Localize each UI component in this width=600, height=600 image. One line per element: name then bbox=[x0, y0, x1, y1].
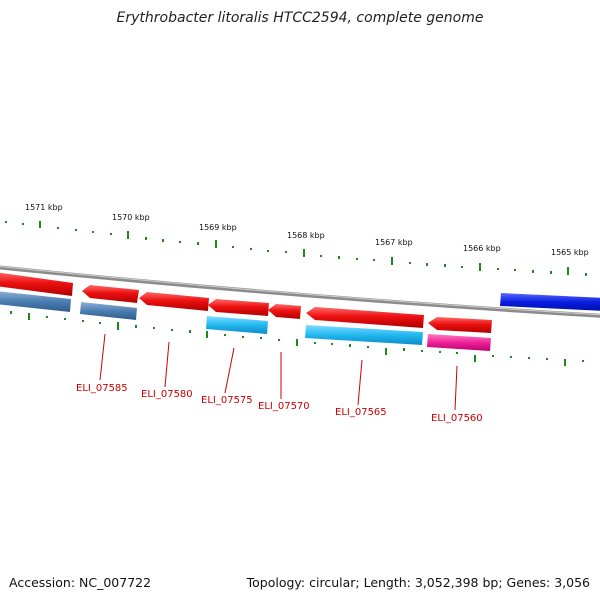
scale-label-1570: 1570 kbp bbox=[112, 213, 150, 222]
gene-label-leaders bbox=[99, 333, 458, 411]
reverse-genes bbox=[0, 291, 491, 351]
gene-label-eli-07585[interactable]: ELI_07585 bbox=[76, 383, 128, 394]
inner-scale-ticks bbox=[10, 311, 584, 366]
gene-block[interactable] bbox=[427, 334, 491, 351]
forward-genes bbox=[0, 272, 600, 333]
gene-block[interactable] bbox=[305, 325, 423, 345]
genome-backbone-highlight bbox=[0, 266, 600, 316]
gene-arrow-highlight[interactable] bbox=[500, 293, 600, 311]
scale-label-1567: 1567 kbp bbox=[375, 238, 413, 247]
genome-backbone bbox=[0, 265, 600, 318]
outer-scale-ticks bbox=[5, 221, 587, 276]
gene-arrow[interactable] bbox=[0, 272, 73, 296]
gene-block[interactable] bbox=[0, 291, 71, 312]
map-title: Erythrobacter litoralis HTCC2594, comple… bbox=[116, 10, 484, 26]
gene-arrow[interactable] bbox=[268, 304, 301, 319]
gene-block[interactable] bbox=[80, 302, 137, 320]
gene-block[interactable] bbox=[206, 316, 268, 334]
gene-label-eli-07580[interactable]: ELI_07580 bbox=[141, 389, 193, 400]
gene-label-eli-07575[interactable]: ELI_07575 bbox=[201, 395, 253, 406]
gene-label-eli-07570[interactable]: ELI_07570 bbox=[258, 401, 310, 412]
gene-arrow[interactable] bbox=[208, 299, 269, 316]
scale-label-1571: 1571 kbp bbox=[25, 203, 63, 212]
gene-arrow[interactable] bbox=[139, 292, 209, 311]
gene-arrow[interactable] bbox=[82, 285, 139, 303]
gene-arrow[interactable] bbox=[428, 317, 492, 333]
scale-label-1568: 1568 kbp bbox=[287, 231, 325, 240]
scale-label-1565: 1565 kbp bbox=[551, 248, 589, 257]
gene-label-eli-07565[interactable]: ELI_07565 bbox=[335, 407, 387, 418]
gene-arrow[interactable] bbox=[306, 307, 424, 328]
topology-text: Topology: circular; Length: 3,052,398 bp… bbox=[246, 575, 590, 590]
gene-label-eli-07560[interactable]: ELI_07560 bbox=[431, 413, 483, 424]
scale-label-1566: 1566 kbp bbox=[463, 244, 501, 253]
scale-label-1569: 1569 kbp bbox=[199, 223, 237, 232]
accession-text: Accession: NC_007722 bbox=[9, 575, 152, 590]
